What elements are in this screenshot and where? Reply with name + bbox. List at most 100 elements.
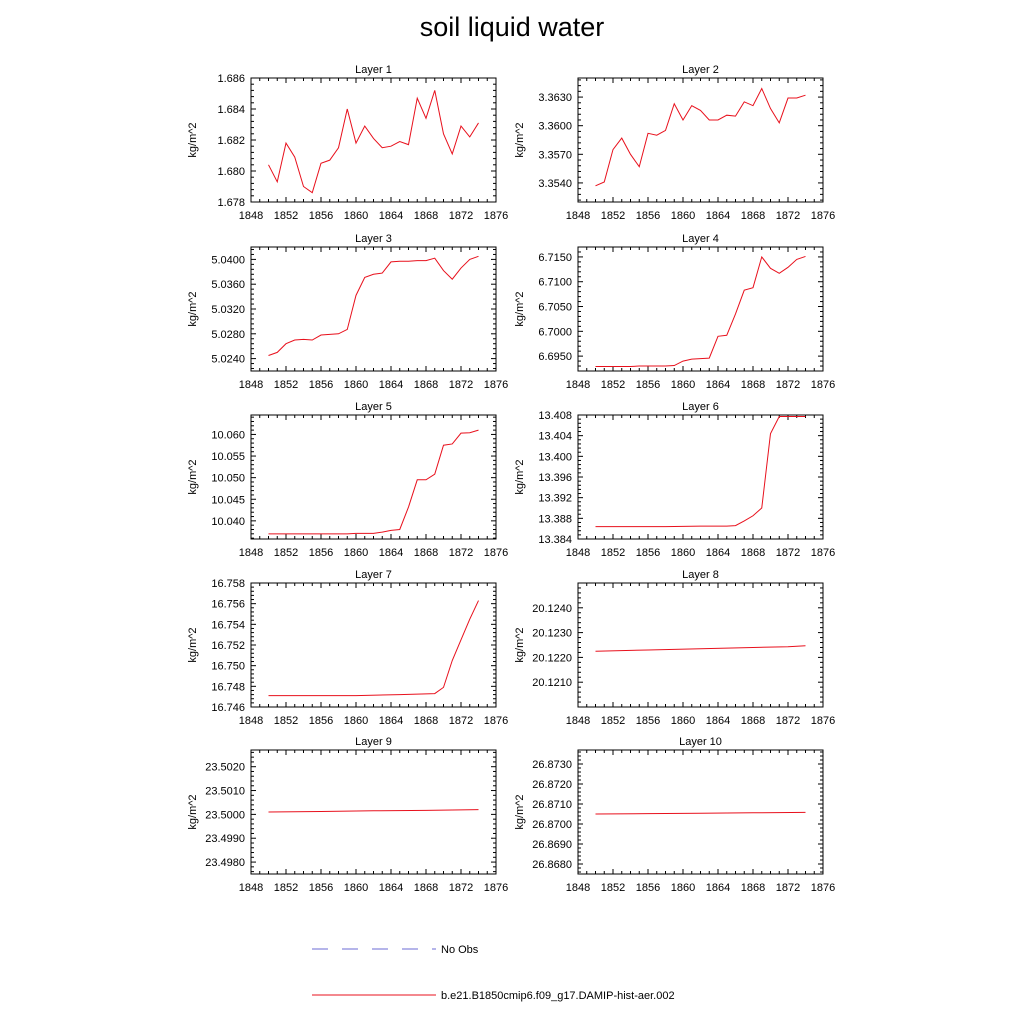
x-tick-label: 1860 <box>344 715 368 727</box>
x-tick-label: 1864 <box>706 882 730 894</box>
x-tick-label: 1848 <box>239 210 263 222</box>
series-line <box>595 645 806 652</box>
x-tick-label: 1864 <box>379 715 403 727</box>
x-tick-label: 1872 <box>776 547 800 559</box>
plot-frame <box>577 77 824 203</box>
chart-panel-10: Layer 10 kg/m^2 1848 1852 1856 1860 1864 1868 18… <box>514 736 835 894</box>
x-tick-label: 1864 <box>379 210 403 222</box>
y-tick-label: 6.6950 <box>538 351 572 363</box>
y-tick-label: 23.4980 <box>205 857 245 869</box>
x-tick-label: 1856 <box>636 715 660 727</box>
y-tick-label: 13.396 <box>538 472 572 484</box>
x-tick-label: 1856 <box>309 882 333 894</box>
chart-panel-1: Layer 1 kg/m^2 1848 1852 1856 1860 1864 1868 187… <box>187 64 508 222</box>
x-tick-label: 1876 <box>811 379 835 391</box>
chart-panel-4: Layer 4 kg/m^2 1848 1852 1856 1860 1864 1868 187… <box>514 233 835 391</box>
y-tick-label: 3.3540 <box>538 178 572 190</box>
x-tick-label: 1864 <box>379 379 403 391</box>
x-tick-label: 1848 <box>239 715 263 727</box>
panel-title: Layer 2 <box>682 64 719 76</box>
plot-frame <box>577 414 824 540</box>
x-tick-label: 1848 <box>239 379 263 391</box>
y-tick-label: 23.4990 <box>205 833 245 845</box>
series-line <box>268 809 479 813</box>
y-tick-label: 16.754 <box>211 619 245 631</box>
panel-title: Layer 8 <box>682 569 719 581</box>
x-tick-label: 1868 <box>414 882 438 894</box>
y-axis-label: kg/m^2 <box>514 122 526 157</box>
x-tick-label: 1868 <box>414 715 438 727</box>
legend-label-1: No Obs <box>441 944 479 956</box>
y-axis-label: kg/m^2 <box>187 291 199 326</box>
chart-panel-5: Layer 5 kg/m^2 1848 1852 1856 1860 1864 1868 187… <box>187 401 508 559</box>
x-tick-label: 1856 <box>309 210 333 222</box>
x-tick-label: 1864 <box>706 210 730 222</box>
series-line <box>268 600 479 697</box>
x-tick-label: 1876 <box>484 547 508 559</box>
y-tick-label: 1.686 <box>217 73 245 85</box>
series-line <box>268 429 479 535</box>
series-line <box>595 255 806 368</box>
y-tick-label: 20.1220 <box>532 652 572 664</box>
x-tick-label: 1872 <box>449 882 473 894</box>
y-tick-label: 1.680 <box>217 166 245 178</box>
plot-frame <box>250 246 497 372</box>
y-axis-label: kg/m^2 <box>514 291 526 326</box>
series-line <box>595 811 806 815</box>
x-tick-label: 1868 <box>414 210 438 222</box>
x-tick-label: 1852 <box>601 547 625 559</box>
x-tick-label: 1868 <box>741 715 765 727</box>
x-tick-label: 1848 <box>566 379 590 391</box>
y-tick-label: 1.678 <box>217 197 245 209</box>
y-tick-label: 23.5000 <box>205 809 245 821</box>
y-tick-label: 5.0320 <box>211 304 245 316</box>
y-tick-label: 26.8720 <box>532 779 572 791</box>
x-tick-label: 1868 <box>741 547 765 559</box>
y-axis-label: kg/m^2 <box>187 794 199 829</box>
figure-title: soil liquid water <box>419 12 605 42</box>
x-tick-label: 1856 <box>636 547 660 559</box>
x-tick-label: 1848 <box>566 210 590 222</box>
y-tick-label: 3.3570 <box>538 149 572 161</box>
panel-title: Layer 10 <box>679 736 722 748</box>
x-tick-label: 1876 <box>484 882 508 894</box>
y-axis-label: kg/m^2 <box>514 627 526 662</box>
chart-panel-2: Layer 2 kg/m^2 1848 1852 1856 1860 1864 1868 187… <box>514 64 835 222</box>
x-tick-label: 1876 <box>811 882 835 894</box>
x-tick-label: 1852 <box>601 882 625 894</box>
chart-panel-9: Layer 9 kg/m^2 1848 1852 1856 1860 1864 1868 187… <box>187 736 508 894</box>
x-tick-label: 1852 <box>601 210 625 222</box>
x-tick-label: 1852 <box>274 379 298 391</box>
y-tick-label: 20.1230 <box>532 628 572 640</box>
y-tick-label: 13.384 <box>538 534 572 546</box>
series-line <box>268 255 479 356</box>
x-tick-label: 1852 <box>601 379 625 391</box>
x-tick-label: 1864 <box>706 715 730 727</box>
y-tick-label: 26.8730 <box>532 759 572 771</box>
legend: No Obs b.e21.B1850cmip6.f09_g17.DAMIP-his… <box>312 944 675 1002</box>
y-tick-label: 5.0400 <box>211 254 245 266</box>
x-tick-label: 1848 <box>566 715 590 727</box>
x-tick-label: 1872 <box>449 715 473 727</box>
chart-panel-3: Layer 3 kg/m^2 1848 1852 1856 1860 1864 1868 187… <box>187 233 508 391</box>
x-tick-label: 1868 <box>741 882 765 894</box>
x-tick-label: 1876 <box>811 715 835 727</box>
chart-panel-7: Layer 7 kg/m^2 1848 1852 1856 1860 1864 1868 187… <box>187 569 508 727</box>
y-axis-label: kg/m^2 <box>187 459 199 494</box>
x-tick-label: 1860 <box>671 547 695 559</box>
x-tick-label: 1860 <box>344 379 368 391</box>
y-tick-label: 10.050 <box>211 473 245 485</box>
y-tick-label: 20.1240 <box>532 603 572 615</box>
x-tick-label: 1860 <box>344 882 368 894</box>
plot-frame <box>577 582 824 708</box>
y-tick-label: 16.752 <box>211 640 245 652</box>
plot-frame <box>577 749 824 875</box>
x-tick-label: 1860 <box>671 882 695 894</box>
y-tick-label: 6.7000 <box>538 326 572 338</box>
x-tick-label: 1868 <box>741 210 765 222</box>
y-tick-label: 23.5010 <box>205 786 245 798</box>
panel-title: Layer 5 <box>355 401 392 413</box>
x-tick-label: 1860 <box>671 210 695 222</box>
